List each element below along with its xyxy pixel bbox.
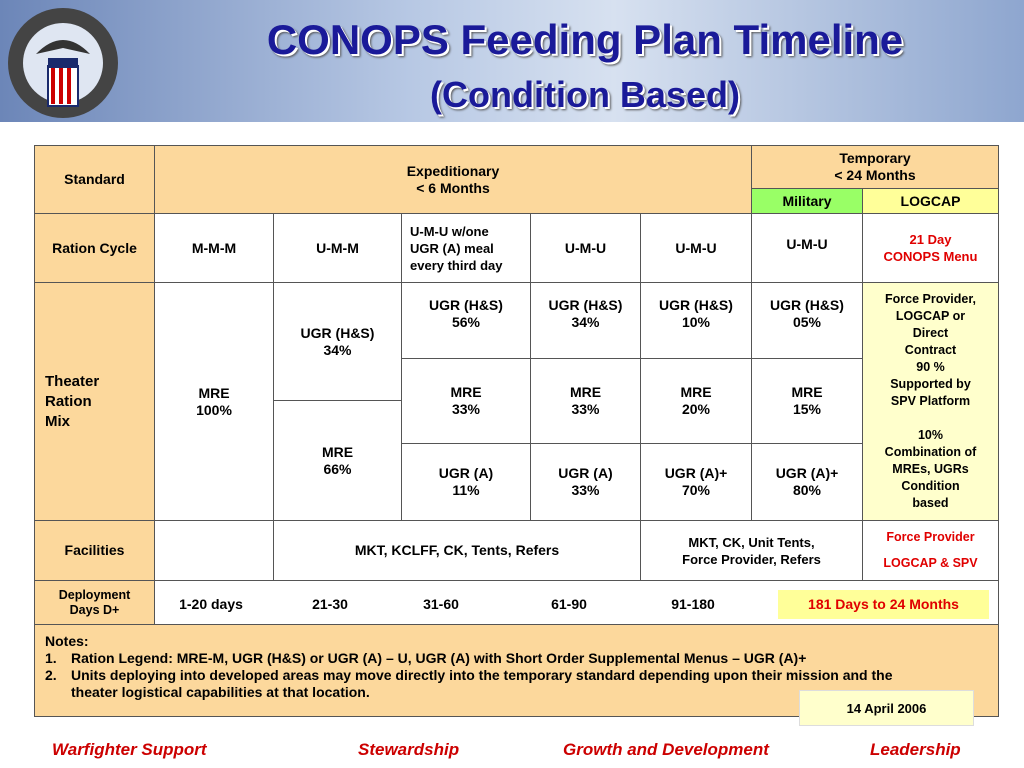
cell: MRE 15% (751, 358, 863, 444)
banner (0, 0, 1024, 122)
cell: U-M-M (273, 213, 402, 283)
cell: MRE 20% (640, 358, 752, 444)
cell: MRE 100% (154, 282, 274, 521)
cell: MKT, KCLFF, CK, Tents, Refers (273, 520, 641, 581)
cell: MRE 33% (401, 358, 531, 444)
cell-highlight: 181 Days to 24 Months (778, 590, 989, 619)
cell: MRE 66% (273, 400, 402, 521)
header-cell: Expeditionary < 6 Months (154, 145, 752, 214)
date: 14 April 2006 (800, 691, 973, 725)
title: CONOPS Feeding Plan Timeline (266, 16, 904, 63)
cell: U-M-U (530, 213, 641, 283)
cell: UGR (A) 33% (530, 443, 641, 521)
cell-text: LOGCAP & SPV (883, 555, 978, 570)
row-label: Deployment Days D+ (34, 580, 155, 625)
cell-text: Force Provider (886, 530, 975, 545)
cell: UGR (H&S) 10% (640, 282, 752, 359)
footer-item: Stewardship (358, 740, 460, 759)
cell: MKT, CK, Unit Tents, Force Provider, Ref… (640, 520, 863, 581)
cell-text: 61-90 (551, 596, 587, 612)
cell-text: 21-30 (312, 596, 348, 612)
cell: UGR (A)+ 70% (640, 443, 752, 521)
note-item: 2. Units deploying into developed areas m… (45, 667, 988, 701)
note-text: Units deploying into developed areas may… (71, 667, 893, 700)
footer-item: Warfighter Support (52, 740, 207, 759)
cell: UGR (H&S) 34% (530, 282, 641, 359)
cell: MRE 33% (530, 358, 641, 444)
cell: Force Provider LOGCAP & SPV (862, 520, 999, 581)
header-cell: LOGCAP (862, 188, 999, 214)
note-item: 1. Ration Legend: MRE-M, UGR (H&S) or UGR… (45, 650, 988, 667)
note-number: 2. (45, 667, 57, 683)
header-cell: Temporary < 24 Months (751, 145, 999, 189)
cell: UGR (A) 11% (401, 443, 531, 521)
footer-item: Growth and Development (563, 740, 769, 759)
cell-text: 1-20 days (179, 596, 243, 612)
cell: M-M-M (154, 213, 274, 283)
footer-item: Leadership (870, 740, 961, 759)
header-cell: Standard (34, 145, 155, 214)
note-text: Ration Legend: MRE-M, UGR (H&S) or UGR (… (71, 650, 807, 666)
cell: U-M-U (640, 213, 752, 283)
row-label: Ration Cycle (34, 213, 155, 283)
cell: UGR (H&S) 34% (273, 282, 402, 401)
row-label: Facilities (34, 520, 155, 581)
cell: Force Provider, LOGCAP or Direct Contrac… (862, 282, 999, 521)
logo (8, 8, 118, 118)
subtitle: (Condition Based) (430, 74, 740, 115)
notes: Notes: 1. Ration Legend: MRE-M, UGR (H&S) … (34, 624, 999, 717)
cell (154, 520, 274, 581)
cell: UGR (A)+ 80% (751, 443, 863, 521)
cell: U-M-U w/one UGR (A) meal every third day (401, 213, 531, 283)
note-number: 1. (45, 650, 57, 666)
row-label: Theater Ration Mix (34, 282, 155, 521)
cell: U-M-U (751, 213, 863, 283)
notes-heading: Notes: (45, 633, 89, 649)
cell: 21 Day CONOPS Menu (862, 213, 999, 283)
cell: UGR (H&S) 56% (401, 282, 531, 359)
header-cell: Military (751, 188, 863, 214)
cell: UGR (H&S) 05% (751, 282, 863, 359)
cell-text: 91-180 (671, 596, 715, 612)
cell-text: 31-60 (423, 596, 459, 612)
